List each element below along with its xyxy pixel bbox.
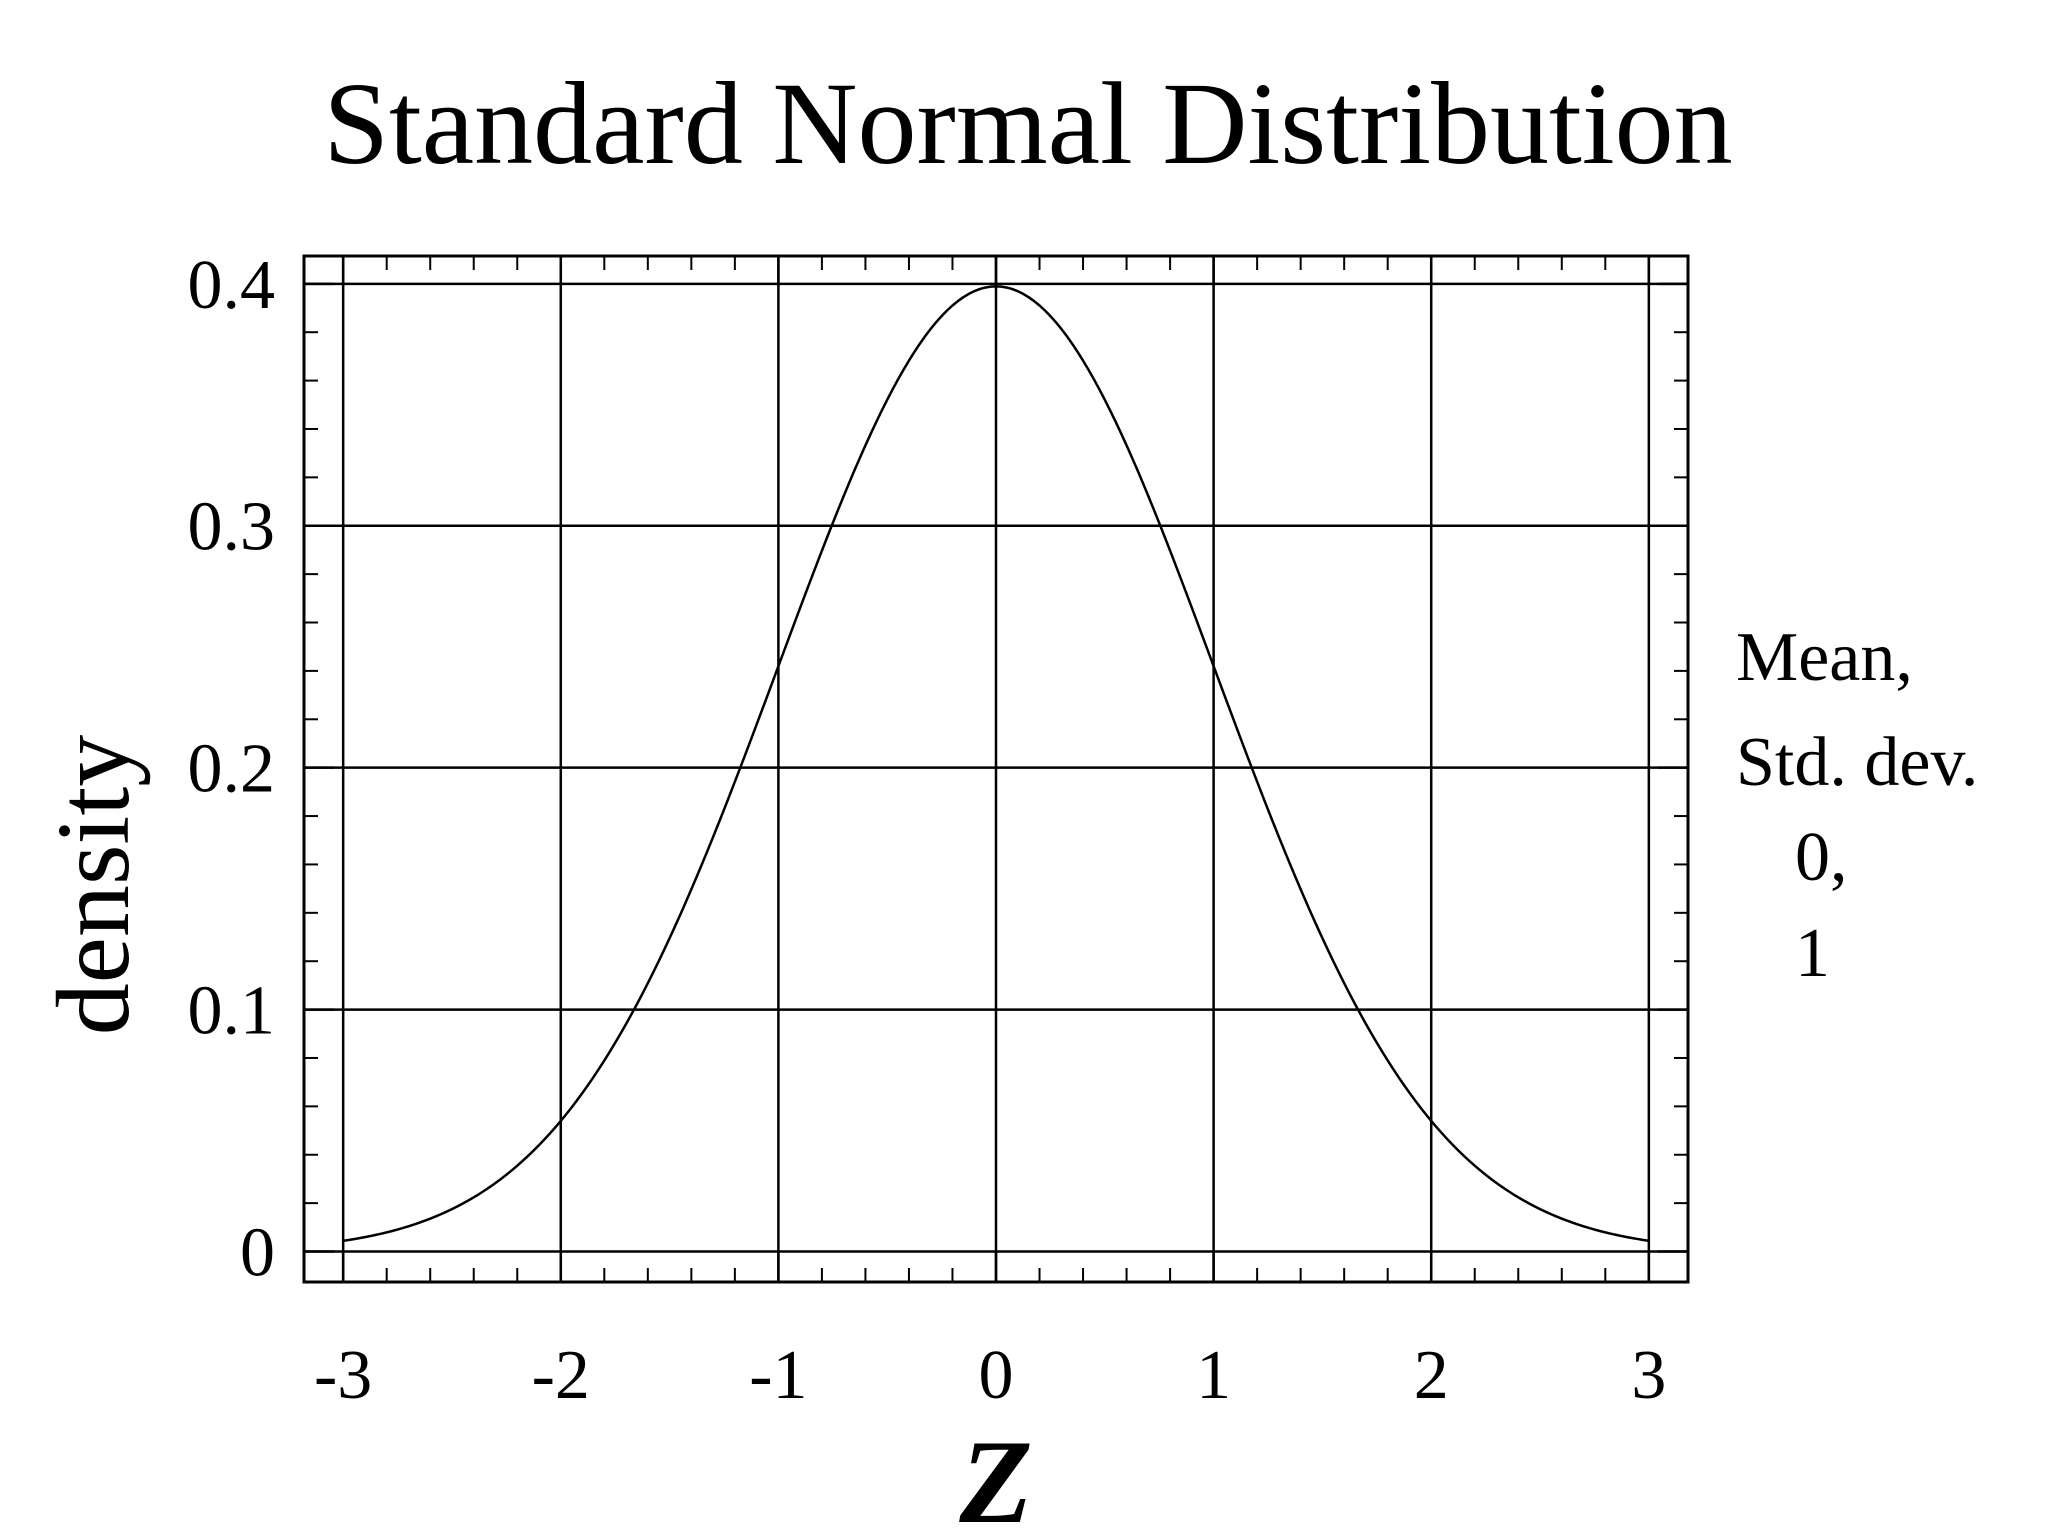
grid-lines xyxy=(304,256,1688,1282)
tick-labels: -3 -2 -1 0 1 2 3 0 0.1 0.2 0.3 0.4 xyxy=(188,247,1667,1414)
legend-line-2: Std. dev. xyxy=(1736,724,1978,801)
x-tick-label: 0 xyxy=(979,1337,1014,1414)
legend-line-4: 1 xyxy=(1795,915,1830,992)
x-tick-label: -2 xyxy=(532,1337,590,1414)
y-tick-label: 0.4 xyxy=(188,247,276,324)
chart-title: Standard Normal Distribution xyxy=(323,58,1732,189)
x-axis-label: Z xyxy=(958,1415,1032,1536)
legend-line-3: 0, xyxy=(1795,819,1848,896)
legend-line-1: Mean, xyxy=(1736,619,1913,696)
minor-ticks xyxy=(304,256,1688,1282)
y-axis-label: density xyxy=(36,735,151,1035)
major-ticks xyxy=(304,256,1688,1282)
x-tick-label: 1 xyxy=(1196,1337,1231,1414)
y-tick-label: 0.3 xyxy=(188,489,276,566)
y-tick-label: 0.2 xyxy=(188,731,276,808)
x-tick-label: 3 xyxy=(1631,1337,1666,1414)
plot-frame xyxy=(302,254,1690,1284)
y-tick-label: 0.1 xyxy=(188,973,276,1050)
legend: Mean, Std. dev. 0, 1 xyxy=(1736,619,1978,992)
density-curve xyxy=(342,285,1650,1243)
x-tick-label: 2 xyxy=(1414,1337,1449,1414)
x-tick-label: -1 xyxy=(749,1337,807,1414)
y-tick-label: 0 xyxy=(240,1215,275,1292)
x-tick-label: -3 xyxy=(314,1337,372,1414)
